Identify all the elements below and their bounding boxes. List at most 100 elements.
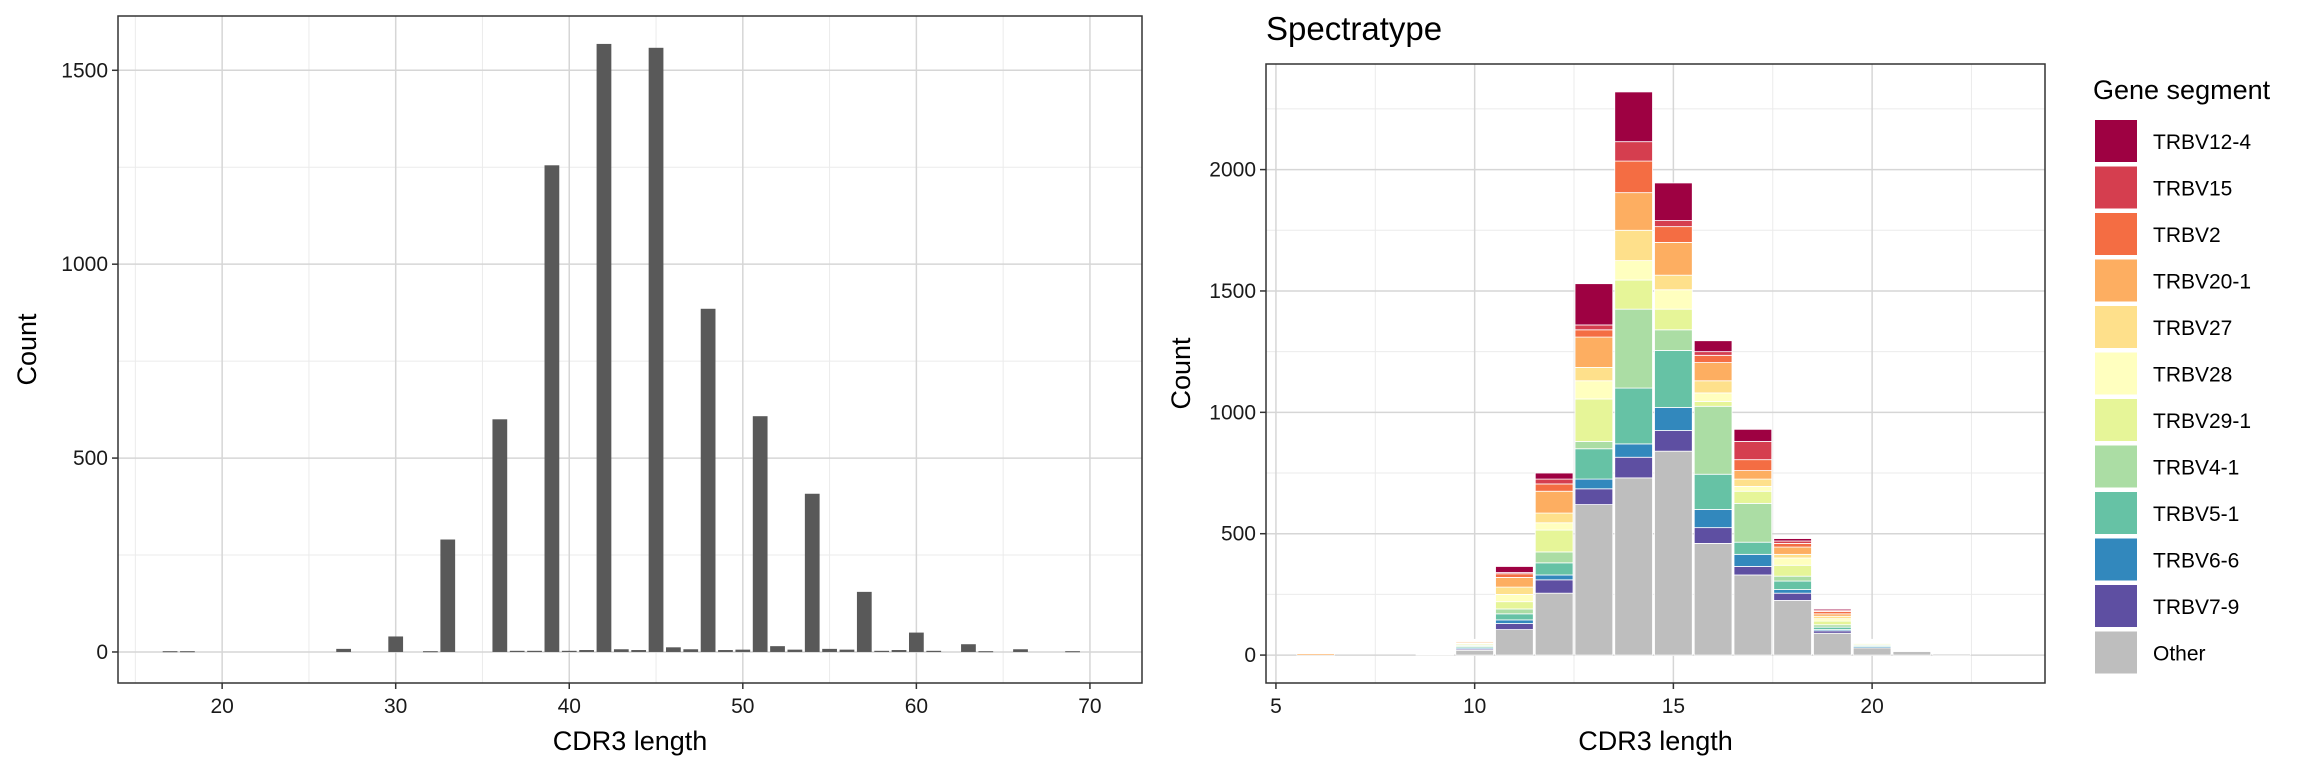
histogram-panel: 20 30 40 50 60 70 0 500 1000 1500 CDR3 length Count — [12, 15, 1143, 756]
bar-segment-trbv5-1-11 — [1495, 613, 1534, 621]
legend-label-trbv6-6: TRBV6-6 — [2153, 550, 2239, 573]
bar-segment-trbv27-15 — [1654, 274, 1693, 291]
bar-48 — [700, 308, 716, 652]
bar-61 — [926, 650, 942, 652]
x-tick-label: 15 — [1662, 695, 1685, 718]
bar-69 — [1065, 651, 1080, 653]
bar-segment-trbv29-1-12 — [1534, 529, 1574, 553]
x-tick-label: 60 — [905, 695, 928, 718]
bar-segment-trbv5-1-17 — [1733, 541, 1773, 555]
x-tick-label: 20 — [1860, 695, 1883, 718]
bar-39 — [544, 165, 560, 652]
bar-44 — [631, 650, 647, 652]
legend-label-trbv29-1: TRBV29-1 — [2153, 410, 2251, 433]
bar-segment-trbv4-1-15 — [1654, 329, 1693, 351]
bar-segment-trbv27-11 — [1495, 586, 1534, 595]
y-axis-title: Count — [12, 313, 42, 386]
bar-segment-other-17 — [1733, 574, 1773, 656]
bar-segment-trbv6-6-15 — [1654, 407, 1693, 431]
bar-segment-trbv15-17 — [1733, 441, 1773, 461]
bar-segment-trbv20-1-17 — [1733, 470, 1773, 480]
bar-segment-trbv7-9-17 — [1733, 566, 1773, 576]
bar-segment-other-16 — [1693, 543, 1733, 656]
bar-segment-trbv29-1-14 — [1614, 279, 1653, 310]
bar-segment-trbv28-13 — [1574, 380, 1614, 400]
bar-segment-trbv12-4-14 — [1614, 91, 1653, 143]
y-axis-title: Count — [1166, 337, 1196, 410]
x-tick-label: 20 — [210, 695, 233, 718]
bar-segment-other-10 — [1455, 649, 1494, 656]
bar-segment-trbv7-9-11 — [1495, 623, 1534, 630]
bar-segment-trbv4-1-12 — [1534, 551, 1574, 564]
bar-segment-other-18 — [1773, 600, 1812, 656]
legend-label-trbv28: TRBV28 — [2153, 364, 2232, 387]
legend-swatch-trbv20-1 — [2095, 259, 2137, 302]
legend-swatch-trbv7-9 — [2095, 585, 2137, 627]
x-axis-title: CDR3 length — [1578, 726, 1733, 756]
bar-segment-trbv12-4-11 — [1495, 566, 1534, 573]
bar-segment-trbv2-15 — [1654, 226, 1693, 243]
legend-label-trbv7-9: TRBV7-9 — [2153, 596, 2239, 619]
bar-segment-trbv4-1-18 — [1773, 575, 1812, 582]
x-axis-title: CDR3 length — [553, 726, 708, 756]
bar-segment-trbv27-17 — [1733, 478, 1773, 487]
bar-segment-trbv5-1-13 — [1574, 448, 1614, 480]
bar-segment-trbv28-18 — [1773, 557, 1812, 566]
legend-label-trbv4-1: TRBV4-1 — [2153, 457, 2239, 480]
bar-segment-trbv12-4-10 — [1455, 638, 1494, 641]
bar-51 — [752, 416, 768, 652]
legend-swatch-trbv28 — [2095, 352, 2137, 395]
y-tick-label: 500 — [73, 447, 108, 470]
bar-segment-trbv29-1-11 — [1495, 601, 1534, 610]
bar-segment-trbv2-11 — [1495, 573, 1534, 578]
x-tick-label: 10 — [1463, 695, 1486, 718]
bar-segment-trbv7-9-18 — [1773, 592, 1812, 601]
legend-swatch-trbv4-1 — [2095, 445, 2137, 488]
x-tick-label: 30 — [384, 695, 407, 718]
bar-segment-trbv28-12 — [1534, 522, 1574, 531]
legend-swatch-other — [2095, 631, 2137, 674]
bar-segment-trbv28-17 — [1733, 485, 1773, 492]
bar-segment-trbv29-1-19 — [1813, 620, 1852, 626]
bar-41 — [579, 650, 594, 652]
bar-segment-trbv2-18 — [1773, 543, 1812, 548]
bar-30 — [388, 636, 404, 652]
y-tick-label: 0 — [1244, 644, 1256, 667]
legend-label-trbv15: TRBV15 — [2153, 178, 2232, 201]
bar-segment-trbv15-15 — [1654, 220, 1693, 228]
legend: Gene segment TRBV12-4 TRBV15 TRBV2 TRBV20-1 T… — [2093, 75, 2271, 674]
bar-segment-trbv29-1-17 — [1733, 490, 1773, 504]
bar-segment-trbv4-1-16 — [1693, 405, 1733, 475]
bar-63 — [961, 644, 976, 652]
x-tick-label: 5 — [1270, 695, 1282, 718]
bar-segment-other-20 — [1852, 647, 1892, 656]
bar-segment-trbv5-1-15 — [1654, 350, 1693, 408]
bar-segment-trbv12-4-13 — [1574, 283, 1614, 326]
legend-swatch-trbv12-4 — [2095, 120, 2137, 162]
bar-42 — [596, 43, 612, 652]
bar-segment-trbv29-1-21 — [1892, 648, 1932, 651]
bar-segment-trbv28-15 — [1654, 289, 1693, 310]
bar-segment-trbv5-1-18 — [1773, 580, 1812, 590]
y-tick-label: 500 — [1221, 523, 1256, 546]
bar-43 — [613, 649, 629, 652]
y-tick-label: 1500 — [1209, 280, 1256, 303]
bar-segment-other-19 — [1813, 632, 1852, 656]
bar-segment-trbv29-1-18 — [1773, 564, 1812, 577]
bar-57 — [856, 591, 872, 652]
bar-segment-trbv2-13 — [1574, 329, 1614, 338]
bar-segment-trbv20-1-14 — [1614, 192, 1653, 231]
bar-segment-trbv2-14 — [1614, 160, 1653, 194]
legend-label-trbv12-4: TRBV12-4 — [2153, 131, 2251, 154]
bar-27 — [336, 648, 352, 652]
bar-segment-other-21 — [1892, 651, 1932, 656]
bar-segment-trbv12-4-12 — [1534, 472, 1574, 480]
bar-segment-trbv29-1-16 — [1693, 401, 1733, 407]
bar-segment-trbv6-6-13 — [1574, 478, 1614, 490]
bar-segment-trbv4-1-13 — [1574, 441, 1614, 450]
bar-segment-trbv29-1-15 — [1654, 308, 1693, 331]
bar-49 — [718, 650, 733, 652]
x-tick-label: 70 — [1078, 695, 1101, 718]
bar-segment-trbv20-1-18 — [1773, 546, 1812, 555]
bar-32 — [423, 651, 438, 653]
